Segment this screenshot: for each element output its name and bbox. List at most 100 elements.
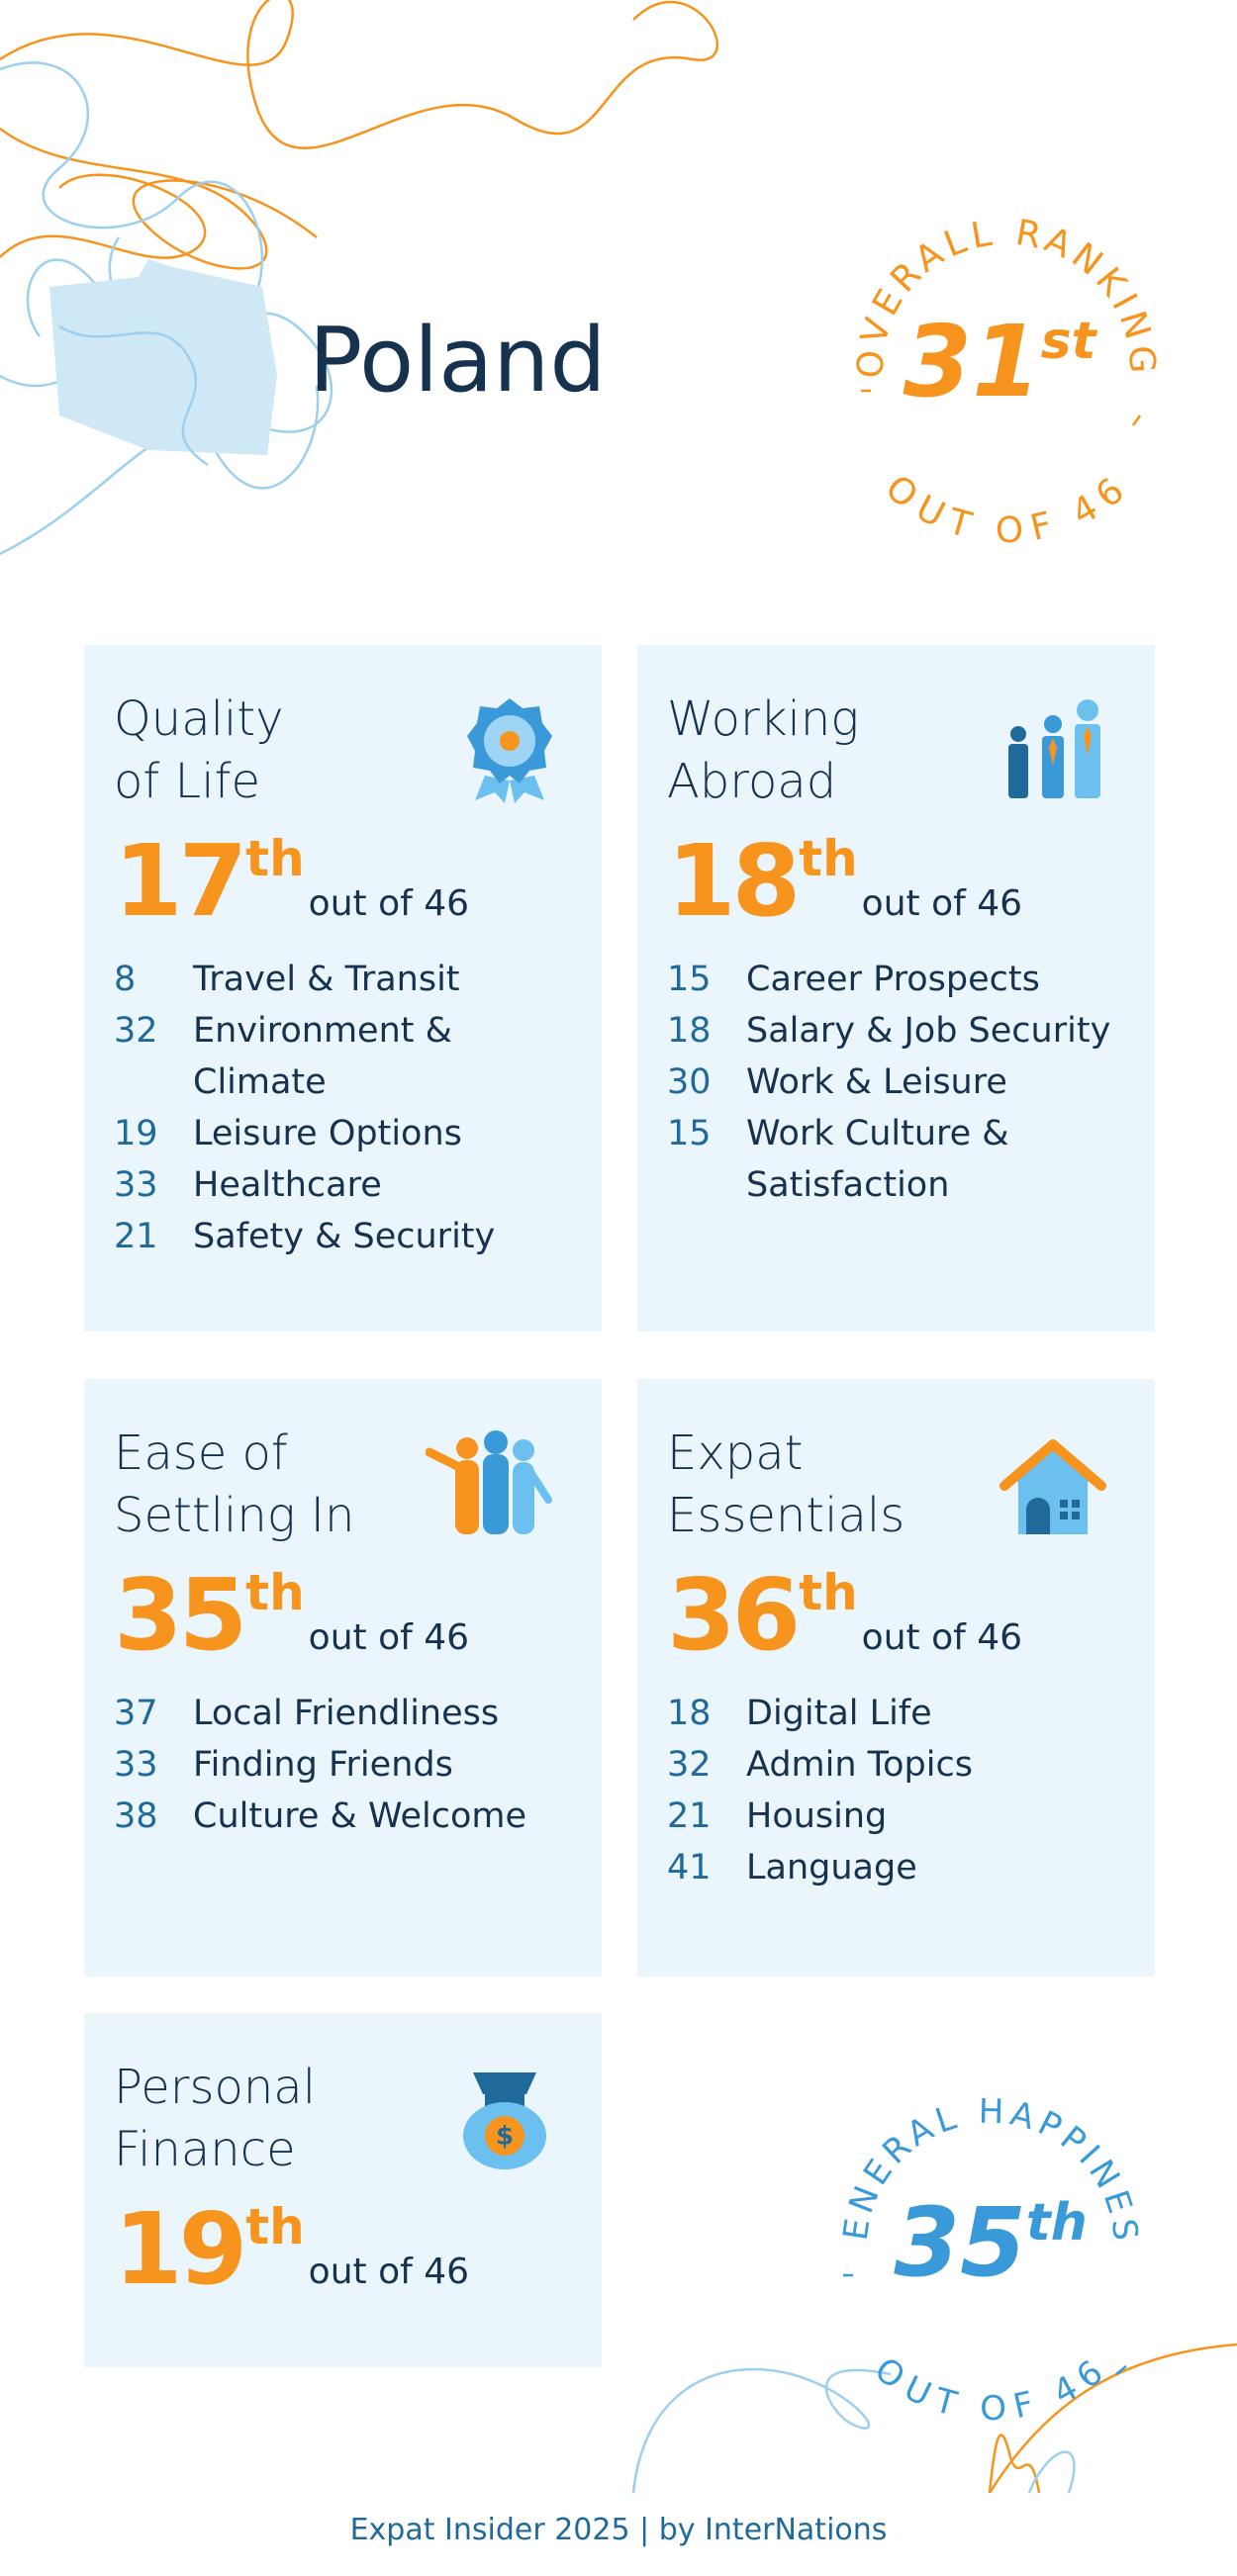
sub-rank: 21 <box>667 1796 712 1836</box>
sub-label: Environment & Climate <box>193 1011 452 1102</box>
sub-rank: 8 <box>114 960 137 999</box>
sub-label: Local Friendliness <box>193 1694 500 1733</box>
icon-shape <box>1075 724 1100 798</box>
sub-label: Finding Friends <box>193 1745 453 1785</box>
sub-label: Work Culture & Satisfaction <box>746 1114 1009 1205</box>
sub-rank: 38 <box>114 1796 158 1836</box>
sub-rank: 33 <box>114 1165 158 1205</box>
sub-ranking: 32 Environment & Climate <box>114 1005 582 1108</box>
sub-rank: 21 <box>114 1217 158 1256</box>
icon-shape <box>631 2343 1237 2493</box>
icon-shape <box>1072 1512 1080 1519</box>
card: Quality of Life 17thout of 46 8 Travel & Tra… <box>84 645 602 1332</box>
icon-shape <box>1049 738 1057 766</box>
sub-ranking: 19 Leisure Options <box>114 1108 582 1159</box>
icon-shape <box>631 2367 892 2493</box>
icon-shape <box>1060 1500 1068 1508</box>
sub-rank: 30 <box>667 1062 712 1102</box>
rank-suffix: th <box>245 1564 305 1621</box>
sub-rank: 32 <box>114 1011 158 1051</box>
icon-shape <box>455 1460 479 1534</box>
card-title: Working Abroad <box>667 689 1135 813</box>
sub-ranking: 21 Housing <box>667 1791 1135 1842</box>
icon-shape <box>1042 736 1064 798</box>
icon-shape <box>500 731 520 751</box>
icon-shape <box>0 127 318 270</box>
overall-rank: 31st <box>904 304 1098 419</box>
rank-number: 18 <box>667 823 801 939</box>
sub-rankings: 37 Local Friendliness 33 Finding Friends 38 C… <box>114 1688 582 1842</box>
card-title-line: Abroad <box>667 754 837 809</box>
card-title-line: Working <box>667 691 860 747</box>
icon-shape <box>513 1439 534 1461</box>
icon-shape <box>1077 699 1098 721</box>
icon-shape <box>988 2343 1237 2493</box>
sub-label: Safety & Security <box>193 1217 496 1256</box>
card-rank: 35thout of 46 <box>114 1561 582 1670</box>
card-title: Expat Essentials <box>667 1423 1135 1547</box>
sub-ranking: 30 Work & Leisure <box>667 1057 1135 1108</box>
sub-ranking: 21 Safety & Security <box>114 1211 582 1262</box>
icon-shape <box>1027 2450 1076 2493</box>
happiness-out-of-text: OUT OF 46 <box>867 2349 1109 2429</box>
card: Working Abroad 18thout of 46 15 Career Prosp… <box>637 645 1155 1332</box>
icon-shape <box>1131 414 1142 426</box>
icon-shape <box>473 2072 536 2094</box>
sub-rankings: 15 Career Prospects 18 Salary & Job Securit… <box>667 954 1135 1211</box>
card-title-line: Finance <box>114 2122 296 2177</box>
card-title-line: Quality <box>114 691 284 747</box>
sub-ranking: 32 Admin Topics <box>667 1739 1135 1791</box>
sub-ranking: 41 Language <box>667 1842 1135 1893</box>
sub-label: Career Prospects <box>746 960 1040 999</box>
sub-label: Housing <box>746 1796 888 1836</box>
happiness-rank: 35th <box>894 2187 1087 2298</box>
icon-shape <box>456 1437 478 1459</box>
sub-ranking: 37 Local Friendliness <box>114 1688 582 1739</box>
sub-ranking: 18 Digital Life <box>667 1688 1135 1739</box>
rank-suffix: th <box>799 1564 858 1621</box>
icon-shape <box>1010 726 1026 742</box>
card-title: Personal Finance <box>114 2057 582 2181</box>
sub-label: Healthcare <box>193 1165 382 1205</box>
rank-suffix: th <box>245 830 305 887</box>
sub-rankings: 18 Digital Life 32 Admin Topics 21 Housing 41 L… <box>667 1688 1135 1893</box>
rank-out-of: out of 46 <box>308 883 470 924</box>
rank-out-of: out of 46 <box>308 2252 470 2292</box>
sub-label: Work & Leisure <box>746 1062 1007 1102</box>
sub-label: Language <box>746 1848 917 1887</box>
card: Personal Finance 19thout of 46 $ <box>84 2013 602 2367</box>
sub-ranking: 33 Healthcare <box>114 1159 582 1211</box>
icon-shape <box>0 0 719 149</box>
card-title-line: Personal <box>114 2060 317 2115</box>
icon-shape <box>999 1439 1106 1534</box>
overall-rank-suffix: st <box>1041 312 1098 371</box>
card-rank: 36thout of 46 <box>667 1561 1135 1670</box>
icon-shape <box>485 2116 524 2156</box>
card-title-line: Settling In <box>114 1488 355 1543</box>
icon-shape <box>58 324 209 467</box>
country-title: Poland <box>309 309 606 413</box>
icon <box>999 696 1107 809</box>
icon-shape <box>49 259 277 455</box>
rank-number: 36 <box>667 1557 801 1673</box>
icon-shape <box>988 2434 1041 2493</box>
sub-ranking: 33 Finding Friends <box>114 1739 582 1791</box>
icon-shape <box>1060 1512 1068 1519</box>
rank-out-of: out of 46 <box>861 1617 1023 1658</box>
sub-ranking: 15 Work Culture & Satisfaction <box>667 1108 1135 1211</box>
sub-rank: 15 <box>667 960 712 999</box>
card-title: Quality of Life <box>114 689 582 813</box>
sub-label: Admin Topics <box>746 1745 973 1785</box>
card-title-line: Essentials <box>667 1488 905 1543</box>
sub-label: Leisure Options <box>193 1114 462 1153</box>
icon-shape <box>0 0 1237 2493</box>
card-title-line: of Life <box>114 754 261 809</box>
sub-ranking: 15 Career Prospects <box>667 954 1135 1005</box>
rank-suffix: th <box>245 2198 305 2255</box>
sub-rankings: 8 Travel & Transit 32 Environment & Climate… <box>114 954 582 1262</box>
icon-shape <box>526 1468 552 1504</box>
card-rank: 17thout of 46 <box>114 827 582 936</box>
sub-label: Digital Life <box>746 1694 932 1733</box>
sub-ranking: 18 Salary & Job Security <box>667 1005 1135 1057</box>
